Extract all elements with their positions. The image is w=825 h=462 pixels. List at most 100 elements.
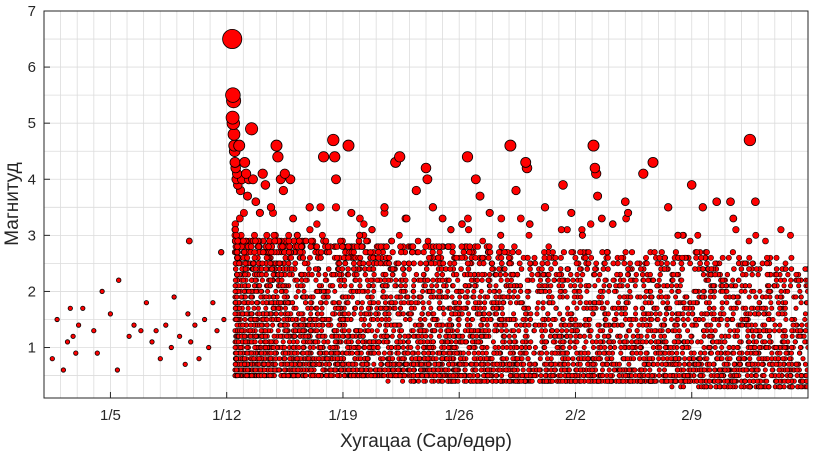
data-point <box>777 384 783 390</box>
data-point <box>767 328 773 334</box>
data-point <box>418 328 424 334</box>
data-point <box>470 333 476 339</box>
data-point <box>639 271 646 278</box>
data-point <box>331 203 341 212</box>
data-point <box>354 350 360 356</box>
data-point <box>456 316 462 322</box>
data-point <box>770 316 776 322</box>
data-point <box>745 328 751 334</box>
data-point <box>518 288 524 294</box>
data-point <box>735 328 741 334</box>
data-point <box>322 271 328 278</box>
data-point <box>593 260 600 267</box>
data-point <box>711 311 717 317</box>
data-point <box>400 288 406 294</box>
data-point <box>730 277 736 283</box>
data-point <box>736 300 742 306</box>
data-point <box>615 300 621 306</box>
data-point <box>597 350 603 356</box>
data-point <box>355 339 361 345</box>
data-point <box>350 373 356 379</box>
data-point <box>345 344 351 350</box>
data-point <box>531 373 537 379</box>
data-point <box>320 333 326 339</box>
data-point <box>630 316 636 322</box>
data-point <box>517 283 523 289</box>
data-point <box>622 311 628 317</box>
data-point <box>381 373 387 379</box>
data-point <box>670 277 676 283</box>
data-point <box>395 311 401 317</box>
data-point <box>251 231 258 239</box>
data-point <box>467 271 474 278</box>
data-point <box>503 328 509 334</box>
data-point <box>358 243 365 250</box>
data-point <box>297 249 304 256</box>
data-point <box>712 271 718 278</box>
data-point <box>673 356 679 362</box>
data-point <box>353 328 359 334</box>
data-point <box>560 344 566 350</box>
data-point <box>665 300 671 306</box>
data-point <box>420 305 426 311</box>
data-point <box>360 373 366 379</box>
data-point <box>263 231 271 239</box>
data-point <box>623 373 629 379</box>
data-point <box>718 373 724 379</box>
data-point <box>522 333 528 339</box>
data-point <box>477 305 483 311</box>
data-point <box>361 322 367 328</box>
data-point <box>519 339 525 345</box>
data-point <box>393 277 399 283</box>
data-point <box>648 294 654 300</box>
data-point <box>383 271 389 278</box>
data-point <box>289 316 295 322</box>
data-point <box>730 311 736 317</box>
data-point <box>727 328 733 334</box>
data-point <box>478 367 484 373</box>
data-point <box>377 243 385 250</box>
data-point <box>675 311 681 317</box>
data-point <box>486 271 493 278</box>
data-point <box>423 266 430 272</box>
data-point <box>773 266 780 272</box>
data-point <box>559 283 565 289</box>
data-point <box>479 333 485 339</box>
data-point <box>749 260 756 267</box>
data-point <box>475 350 481 356</box>
data-point <box>753 373 759 379</box>
data-point <box>703 384 709 390</box>
data-point <box>736 356 742 362</box>
data-point <box>760 305 766 311</box>
data-point <box>578 367 584 373</box>
data-point <box>316 361 322 367</box>
data-point <box>309 271 315 278</box>
data-point <box>679 350 685 356</box>
data-point <box>662 316 668 322</box>
data-point <box>560 249 567 256</box>
data-point <box>775 300 781 306</box>
data-point <box>683 305 689 311</box>
data-point <box>283 328 289 334</box>
data-point <box>453 271 460 278</box>
data-point <box>548 361 554 367</box>
data-point <box>727 356 733 362</box>
data-point <box>328 350 334 356</box>
data-point <box>441 344 447 350</box>
data-point <box>753 328 759 334</box>
data-point <box>306 226 314 234</box>
data-point <box>535 300 541 306</box>
data-point <box>415 344 421 350</box>
data-point <box>353 277 359 283</box>
data-point <box>789 333 795 339</box>
data-point <box>604 356 610 362</box>
data-point <box>457 356 463 362</box>
data-point <box>777 350 783 356</box>
data-point <box>564 294 570 300</box>
data-point <box>332 367 338 373</box>
data-point <box>526 361 532 367</box>
data-point <box>457 294 463 300</box>
data-point <box>688 333 694 339</box>
data-point <box>719 300 725 306</box>
